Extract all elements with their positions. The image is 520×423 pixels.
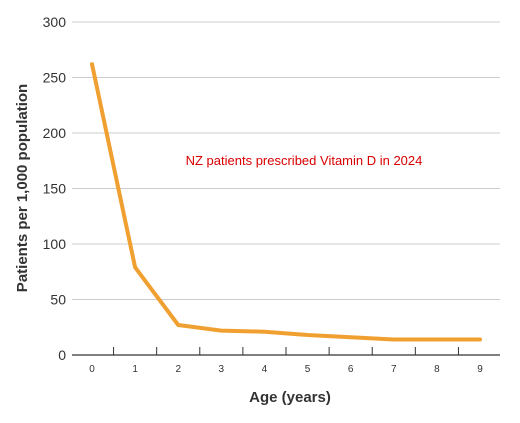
x-tick-label-0: 0 xyxy=(89,364,95,375)
series-line-0 xyxy=(90,62,482,342)
y-tick-label-250: 250 xyxy=(43,70,67,86)
x-tick-label-5: 5 xyxy=(305,364,311,375)
y-tick-label-0: 0 xyxy=(58,347,66,363)
x-axis-label: Age (years) xyxy=(249,389,331,406)
y-tick-label-50: 50 xyxy=(50,292,66,308)
x-tick-label-6: 6 xyxy=(348,364,354,375)
y-tick-label-100: 100 xyxy=(43,236,67,252)
y-tick-label-150: 150 xyxy=(43,181,67,197)
chart-annotation: NZ patients prescribed Vitamin D in 2024 xyxy=(186,153,423,168)
x-tick-label-2: 2 xyxy=(175,364,181,375)
y-tick-label-300: 300 xyxy=(43,14,67,30)
axes xyxy=(72,347,500,356)
x-tick-label-4: 4 xyxy=(262,364,268,375)
tick-labels: 0 50 100 150 200 250 300 0 1 2 3 4 5 6 7 8 9 xyxy=(43,14,484,375)
series-lines xyxy=(90,62,482,342)
x-tick-label-1: 1 xyxy=(132,364,138,375)
x-tick-label-7: 7 xyxy=(391,364,397,375)
gridlines xyxy=(72,21,500,300)
x-tick-label-9: 9 xyxy=(477,364,483,375)
y-tick-label-200: 200 xyxy=(43,125,67,141)
x-tick-label-8: 8 xyxy=(434,364,440,375)
x-tick-label-3: 3 xyxy=(219,364,225,375)
y-axis-label: Patients per 1,000 population xyxy=(14,84,31,292)
